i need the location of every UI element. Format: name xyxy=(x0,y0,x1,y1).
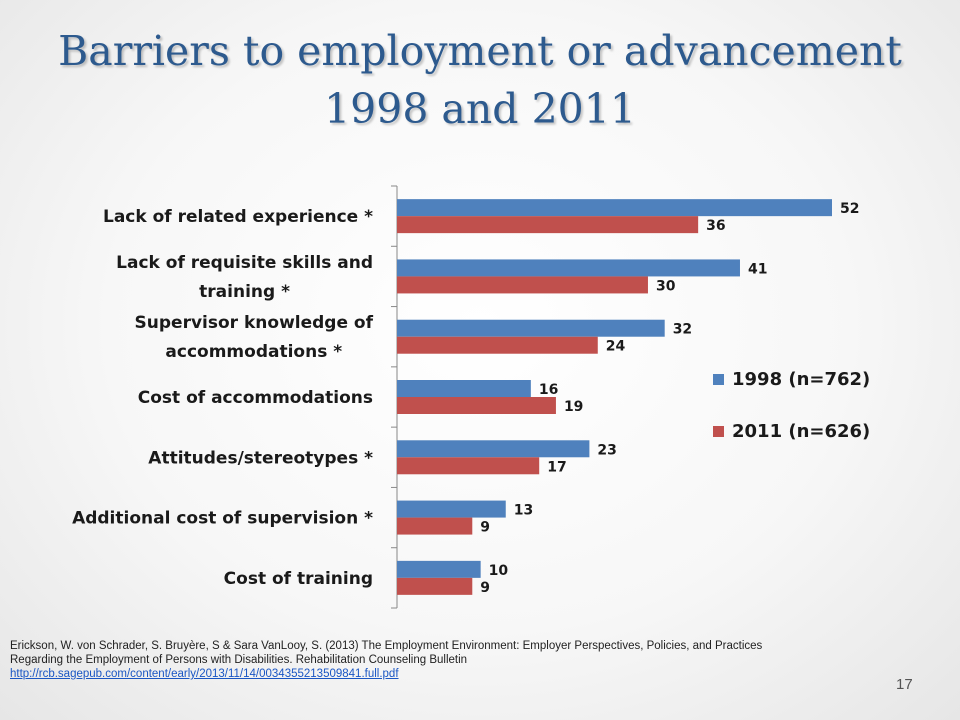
citation-line-2: Regarding the Employment of Persons with… xyxy=(10,654,468,666)
page-number: 17 xyxy=(896,676,913,693)
category-label: Lack of requisite skills and training * xyxy=(116,253,373,302)
data-label: 23 xyxy=(597,442,616,458)
data-label: 41 xyxy=(748,261,767,277)
data-label: 19 xyxy=(564,399,583,415)
data-label: 30 xyxy=(656,278,676,294)
category-label: Additional cost of supervision * xyxy=(72,509,373,529)
legend-label: 1998 (n=762) xyxy=(732,369,870,390)
data-label: 9 xyxy=(480,580,490,596)
data-label: 10 xyxy=(489,563,509,579)
category-label: Attitudes/stereotypes * xyxy=(148,448,373,468)
bar-2011 xyxy=(397,276,648,294)
legend-label: 2011 (n=626) xyxy=(732,421,870,442)
data-label: 32 xyxy=(673,322,692,338)
data-label: 17 xyxy=(547,459,566,475)
data-label: 9 xyxy=(480,520,490,536)
citation-line-1: Erickson, W. von Schrader, S. Bruyère, S… xyxy=(10,640,763,652)
bar-1998 xyxy=(397,440,590,458)
data-label: 52 xyxy=(840,201,859,217)
bar-1998 xyxy=(397,319,665,337)
slide-title: Barriers to employment or advancement 19… xyxy=(0,22,960,138)
data-label: 36 xyxy=(706,218,725,234)
category-label: Lack of related experience * xyxy=(103,207,373,227)
data-label: 13 xyxy=(514,503,533,519)
bar-1998 xyxy=(397,560,481,578)
title-line-1: Barriers to employment or advancement xyxy=(58,27,902,75)
bar-1998 xyxy=(397,500,506,518)
bar-1998 xyxy=(397,259,740,277)
data-label: 24 xyxy=(606,339,626,355)
bar-2011 xyxy=(397,397,556,414)
legend-swatch xyxy=(713,426,724,437)
citation: Erickson, W. von Schrader, S. Bruyère, S… xyxy=(10,639,910,681)
legend-swatch xyxy=(713,374,724,385)
bar-2011 xyxy=(397,517,473,535)
bar-1998 xyxy=(397,199,832,217)
bar-2011 xyxy=(397,457,540,475)
bar-2011 xyxy=(397,577,473,595)
category-label: Supervisor knowledge of accommodations * xyxy=(135,313,374,362)
bar-2011 xyxy=(397,216,699,234)
title-line-2: 1998 and 2011 xyxy=(324,85,636,133)
bar-2011 xyxy=(397,336,598,354)
citation-link[interactable]: http://rcb.sagepub.com/content/early/201… xyxy=(10,668,399,680)
category-label: Cost of training xyxy=(224,569,373,589)
data-label: 16 xyxy=(539,382,558,398)
category-label: Cost of accommodations xyxy=(138,388,373,408)
bar-1998 xyxy=(397,380,531,397)
